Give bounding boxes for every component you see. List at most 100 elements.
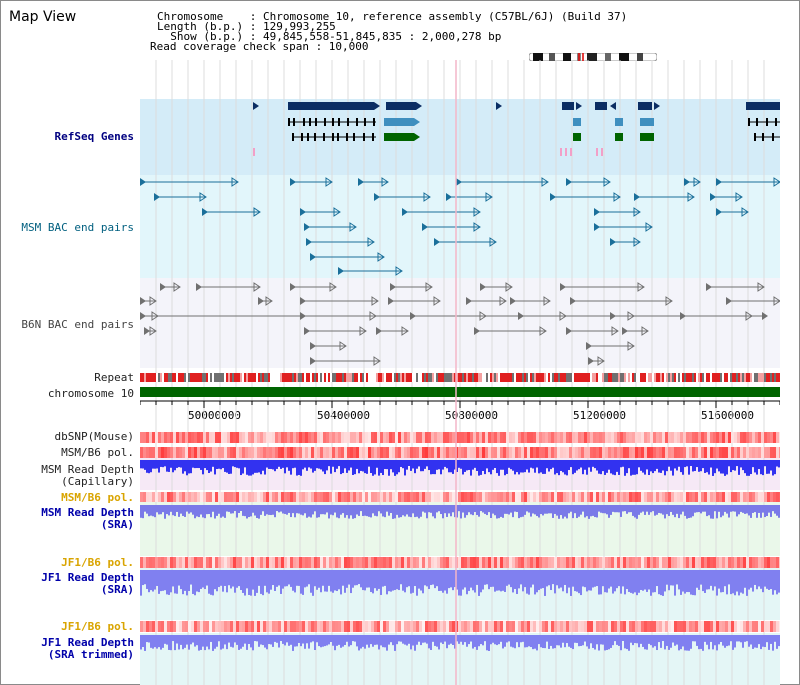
depth-bar (302, 460, 304, 470)
heat-cell (416, 621, 419, 632)
depth-bar (414, 635, 416, 651)
heat-cell (425, 621, 428, 632)
depth-bar (682, 505, 684, 512)
repeat-cell (428, 373, 430, 382)
depth-bar (608, 505, 610, 518)
depth-bar (376, 505, 378, 517)
heat-cell (530, 432, 533, 443)
gene-exon (347, 118, 349, 126)
heat-cell (641, 557, 644, 568)
msm-bac-pair-end (550, 193, 556, 201)
depth-bar (702, 460, 704, 469)
snp-marker (596, 148, 598, 156)
depth-bar (390, 505, 392, 514)
depth-bar (600, 635, 602, 645)
repeat-cell (374, 373, 376, 382)
repeat-cell (576, 373, 578, 382)
b6n-bac-pair-end (253, 282, 261, 292)
heat-cell (449, 447, 452, 458)
heat-cell (224, 492, 227, 502)
heat-cell (494, 492, 497, 502)
repeat-cell (650, 373, 652, 382)
genome-plot[interactable] (140, 0, 780, 685)
heat-cell (710, 447, 713, 458)
track-label-b6n-bac[interactable]: B6N BAC end pairs (21, 318, 134, 331)
heat-cell (386, 621, 389, 632)
depth-bar (390, 460, 392, 470)
depth-bar (180, 570, 182, 590)
depth-bar (620, 460, 622, 468)
depth-bar (458, 460, 460, 468)
heat-cell (158, 432, 161, 443)
b6n-bac-pair-end (773, 296, 780, 306)
depth-bar (598, 570, 600, 595)
depth-bar (154, 570, 156, 590)
heat-cell (164, 557, 167, 568)
depth-bar (510, 570, 512, 588)
heat-cell (470, 621, 473, 632)
heat-cell (599, 432, 602, 443)
heat-cell (317, 432, 320, 443)
heat-cell (770, 447, 773, 458)
depth-bar (624, 570, 626, 595)
heat-cell (686, 447, 689, 458)
heat-cell (242, 557, 245, 568)
heat-cell (173, 621, 176, 632)
heat-cell (749, 621, 752, 632)
depth-bar (196, 460, 198, 469)
heat-cell (716, 492, 719, 502)
heat-cell (263, 432, 266, 443)
heat-cell (500, 492, 503, 502)
heat-cell (440, 492, 443, 502)
chromosome-ideogram[interactable] (529, 53, 657, 61)
gene-feature (640, 133, 654, 141)
depth-bar (420, 635, 422, 646)
heat-cell (308, 621, 311, 632)
depth-bar (370, 460, 372, 474)
track-label-msm-bac[interactable]: MSM BAC end pairs (21, 221, 134, 234)
depth-bar (588, 460, 590, 468)
heat-cell (515, 557, 518, 568)
repeat-cell (534, 373, 536, 382)
depth-bar (420, 570, 422, 591)
repeat-cell (274, 373, 276, 382)
depth-bar (302, 570, 304, 595)
heat-cell (668, 557, 671, 568)
heat-cell (254, 447, 257, 458)
heat-cell (557, 447, 560, 458)
depth-bar (526, 635, 528, 648)
heat-cell (188, 432, 191, 443)
repeat-cell (626, 373, 628, 382)
heat-cell (506, 447, 509, 458)
depth-bar (490, 505, 492, 518)
depth-bar (518, 635, 520, 648)
depth-bar (380, 505, 382, 514)
heat-cell (452, 621, 455, 632)
depth-bar (522, 570, 524, 592)
heat-cell (713, 621, 716, 632)
depth-bar (222, 460, 224, 469)
repeat-cell (346, 373, 348, 382)
depth-bar (462, 505, 464, 513)
heat-cell (458, 447, 461, 458)
depth-bar (184, 635, 186, 648)
depth-bar (690, 570, 692, 595)
repeat-cell (436, 373, 438, 382)
track-label-refseq[interactable]: RefSeq Genes (54, 130, 134, 143)
heat-cell (758, 432, 761, 443)
depth-bar (438, 635, 440, 650)
heat-cell (722, 621, 725, 632)
heat-cell (149, 432, 152, 443)
depth-bar (268, 460, 270, 469)
gene-arrow (414, 133, 420, 141)
track-label-jf1-depth-1: JF1 Read Depth (41, 571, 134, 584)
repeat-cell (414, 373, 416, 382)
depth-bar (582, 460, 584, 475)
heat-cell (734, 447, 737, 458)
depth-bar (290, 505, 292, 518)
depth-bar (718, 505, 720, 512)
heat-cell (686, 432, 689, 443)
heat-cell (458, 492, 461, 502)
heat-cell (233, 492, 236, 502)
heat-cell (146, 621, 149, 632)
